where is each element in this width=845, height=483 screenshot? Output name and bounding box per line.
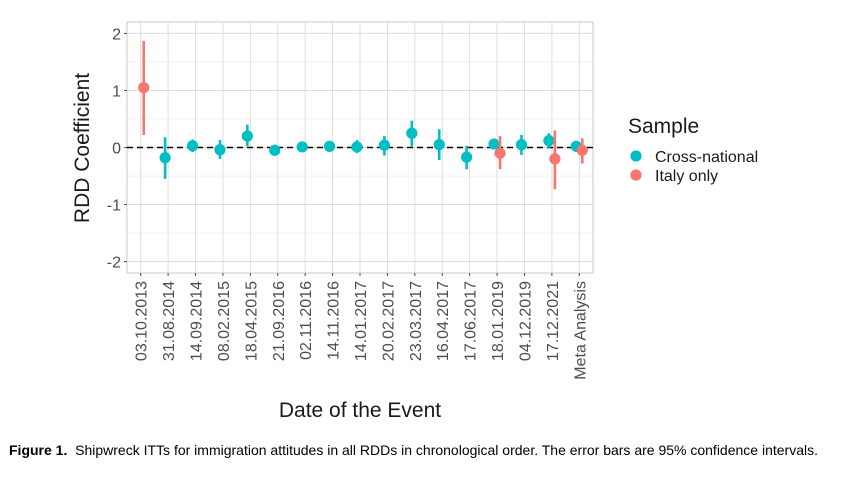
x-axis-title: Date of the Event <box>279 399 441 422</box>
data-point <box>433 139 445 151</box>
data-point <box>549 153 561 165</box>
y-tick-labels: -2 -1 0 1 2 <box>107 26 127 272</box>
legend-label: Italy only <box>655 168 718 185</box>
caption-text: Shipwreck ITTs for immigration attitudes… <box>75 442 818 458</box>
y-axis-title: RDD Coefficient <box>71 73 94 223</box>
figure-caption: Figure 1. Shipwreck ITTs for immigration… <box>9 440 841 460</box>
data-point <box>543 135 555 147</box>
data-point <box>461 151 473 163</box>
x-tick-label: 03.10.2013 <box>134 281 151 361</box>
data-point <box>323 140 336 152</box>
legend-key <box>630 169 642 181</box>
rdd-coefficient-chart: -2 -1 0 1 2 03.10.2013 31.08.2014 14.09.2014 08… <box>71 21 758 422</box>
y-tick-label: -1 <box>107 198 121 215</box>
data-point <box>488 138 500 150</box>
x-tick-label: 08.02.2015 <box>216 281 233 361</box>
x-tick-label: 14.01.2017 <box>353 281 370 361</box>
series-cross-national <box>159 120 582 179</box>
legend: Sample Cross-national Italy only <box>628 115 758 185</box>
x-tick-label: 17.06.2017 <box>463 281 480 361</box>
y-tick-label: 2 <box>112 26 121 43</box>
x-tick-label: 17.12.2021 <box>545 281 562 361</box>
x-tick-labels: 03.10.2013 31.08.2014 14.09.2014 08.02.2015… <box>134 273 589 380</box>
y-tick-label: 1 <box>112 83 121 100</box>
x-tick-label: 04.12.2019 <box>517 281 534 361</box>
y-tick-label: 0 <box>112 141 121 158</box>
data-point <box>515 139 528 151</box>
x-tick-label: 31.08.2014 <box>161 281 178 361</box>
caption-label: Figure 1. <box>9 442 68 458</box>
data-point <box>214 144 226 156</box>
x-tick-label: 21.09.2016 <box>271 281 288 361</box>
data-point <box>269 144 281 156</box>
x-tick-label: 02.11.2016 <box>298 281 315 360</box>
data-point <box>406 127 418 139</box>
legend-key <box>630 150 642 162</box>
data-point <box>138 82 150 94</box>
data-marks <box>138 40 588 190</box>
data-point <box>351 141 363 153</box>
x-tick-label: 20.02.2017 <box>380 281 397 361</box>
data-point <box>241 130 253 142</box>
x-tick-label: Meta Analysis <box>572 281 589 380</box>
legend-label: Cross-national <box>655 149 758 166</box>
x-tick-label: 18.04.2015 <box>243 281 260 361</box>
legend-title: Sample <box>628 115 699 138</box>
data-point <box>296 141 308 153</box>
data-point <box>576 144 588 156</box>
x-tick-label: 23.03.2017 <box>408 281 425 361</box>
x-tick-label: 16.04.2017 <box>435 281 452 361</box>
data-point <box>494 147 506 159</box>
x-tick-label: 14.11.2016 <box>326 281 343 360</box>
data-point <box>186 140 199 152</box>
y-tick-label: -2 <box>107 255 121 272</box>
data-point <box>159 152 171 164</box>
x-tick-label: 14.09.2014 <box>189 281 206 361</box>
series-italy-only <box>138 40 588 190</box>
x-tick-label: 18.01.2019 <box>490 281 507 361</box>
data-point <box>378 139 391 151</box>
